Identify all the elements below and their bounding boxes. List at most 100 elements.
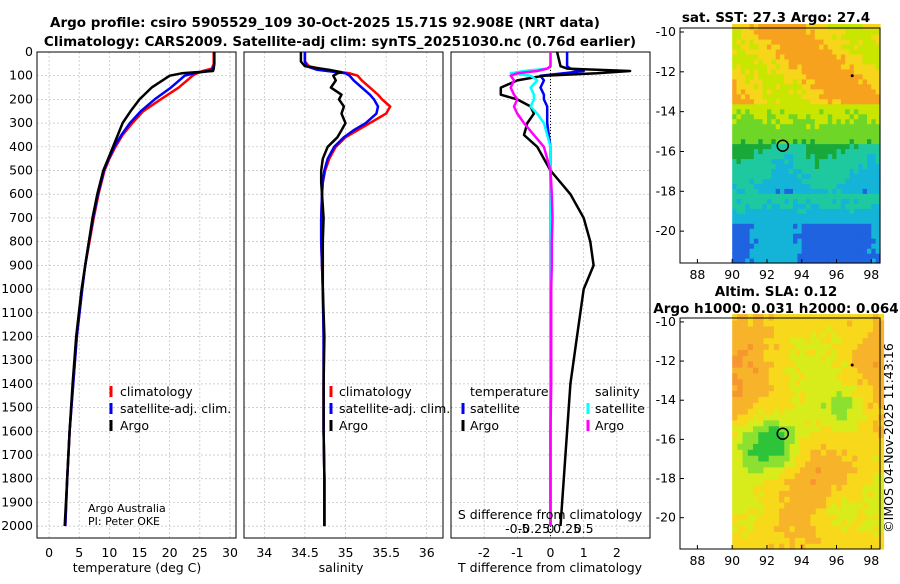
map-cell [758,372,765,380]
map-cell [780,34,785,40]
map-cell [849,48,855,55]
map-cell [849,123,855,130]
map-cell [784,325,791,333]
map-cell [732,138,738,145]
map-cell [867,48,872,55]
map-cell [875,173,881,179]
map-cell [814,43,820,50]
map-cell [745,78,751,85]
map-cell [875,248,881,254]
map-cell [819,88,824,95]
map-cell [840,208,846,214]
map-cell [836,123,842,130]
map-cell [853,43,859,50]
map-cell [845,128,851,135]
map-cell [736,39,742,45]
map-cell [801,73,807,80]
map-cell [775,158,781,164]
map-cell [831,519,838,527]
map-cell [784,168,790,174]
map-cell [763,502,770,509]
map-cell [852,378,858,386]
map-cell [832,58,838,65]
map-cell [780,83,785,90]
map-cell [780,208,785,214]
map-cell [771,163,777,169]
map-cell [797,83,803,90]
map-cell [788,43,794,50]
map-cell [867,113,872,120]
map-cell [740,233,746,239]
map-cell [857,502,864,509]
map-cell [797,93,803,100]
map-cell [806,168,811,174]
map-cell [867,449,874,456]
map-cell [758,331,765,339]
map-cell [758,48,764,55]
map-cell [823,208,829,214]
map-cell [840,29,846,35]
map-cell [826,449,832,456]
map-cell [784,425,791,433]
map-cell [793,98,798,105]
map-cell [793,208,798,214]
map-cell [826,419,832,427]
map-cell [780,143,785,150]
map-cell [871,53,877,60]
map-cell [732,58,738,65]
map-cell [814,228,820,234]
map-cell [810,68,816,75]
map-cell [747,425,754,433]
map-cell [867,218,872,224]
map-cell [853,83,859,90]
map-cell [862,153,868,160]
map-cell [789,460,796,468]
map-cell [773,460,780,468]
map-cell [784,29,790,35]
map-cell [753,34,759,40]
map-cell [747,496,754,503]
map-cell [793,198,798,204]
map-cell [740,58,746,65]
map-cell [840,123,846,130]
map-cell [762,29,768,35]
map-cell [836,218,842,224]
map-cell [779,472,785,480]
map-cell [852,372,858,380]
map-cell [745,193,751,199]
map-cell [762,83,768,90]
map-cell [788,228,794,234]
map-cell [789,337,796,345]
map-cell [878,519,885,527]
map-cell [857,314,864,321]
map-cell [840,238,846,244]
map-cell [740,123,746,130]
map-cell [771,148,777,155]
map-cell [810,163,816,169]
map-cell [779,343,785,350]
map-cell [779,325,785,333]
map-cell [771,198,777,204]
map-cell [831,402,838,409]
map-cell [826,502,832,509]
map-cell [823,238,829,244]
map-cell [737,443,744,450]
map-cell [831,513,838,521]
map-cell [841,507,848,515]
map-cell [810,158,816,164]
map-cell [801,258,807,264]
map-cell [836,178,842,184]
map-cell [779,402,785,409]
map-cell [853,218,859,224]
map-cell [858,43,864,50]
map-cell [789,455,796,462]
map-cell [762,253,768,259]
map-cell [871,213,877,219]
map-cell [753,233,759,239]
map-cell [840,78,846,85]
map-cell [819,233,824,239]
map-cell [819,58,824,65]
map-cell [814,198,820,204]
map-cell [819,48,824,55]
map-cell [794,372,801,380]
